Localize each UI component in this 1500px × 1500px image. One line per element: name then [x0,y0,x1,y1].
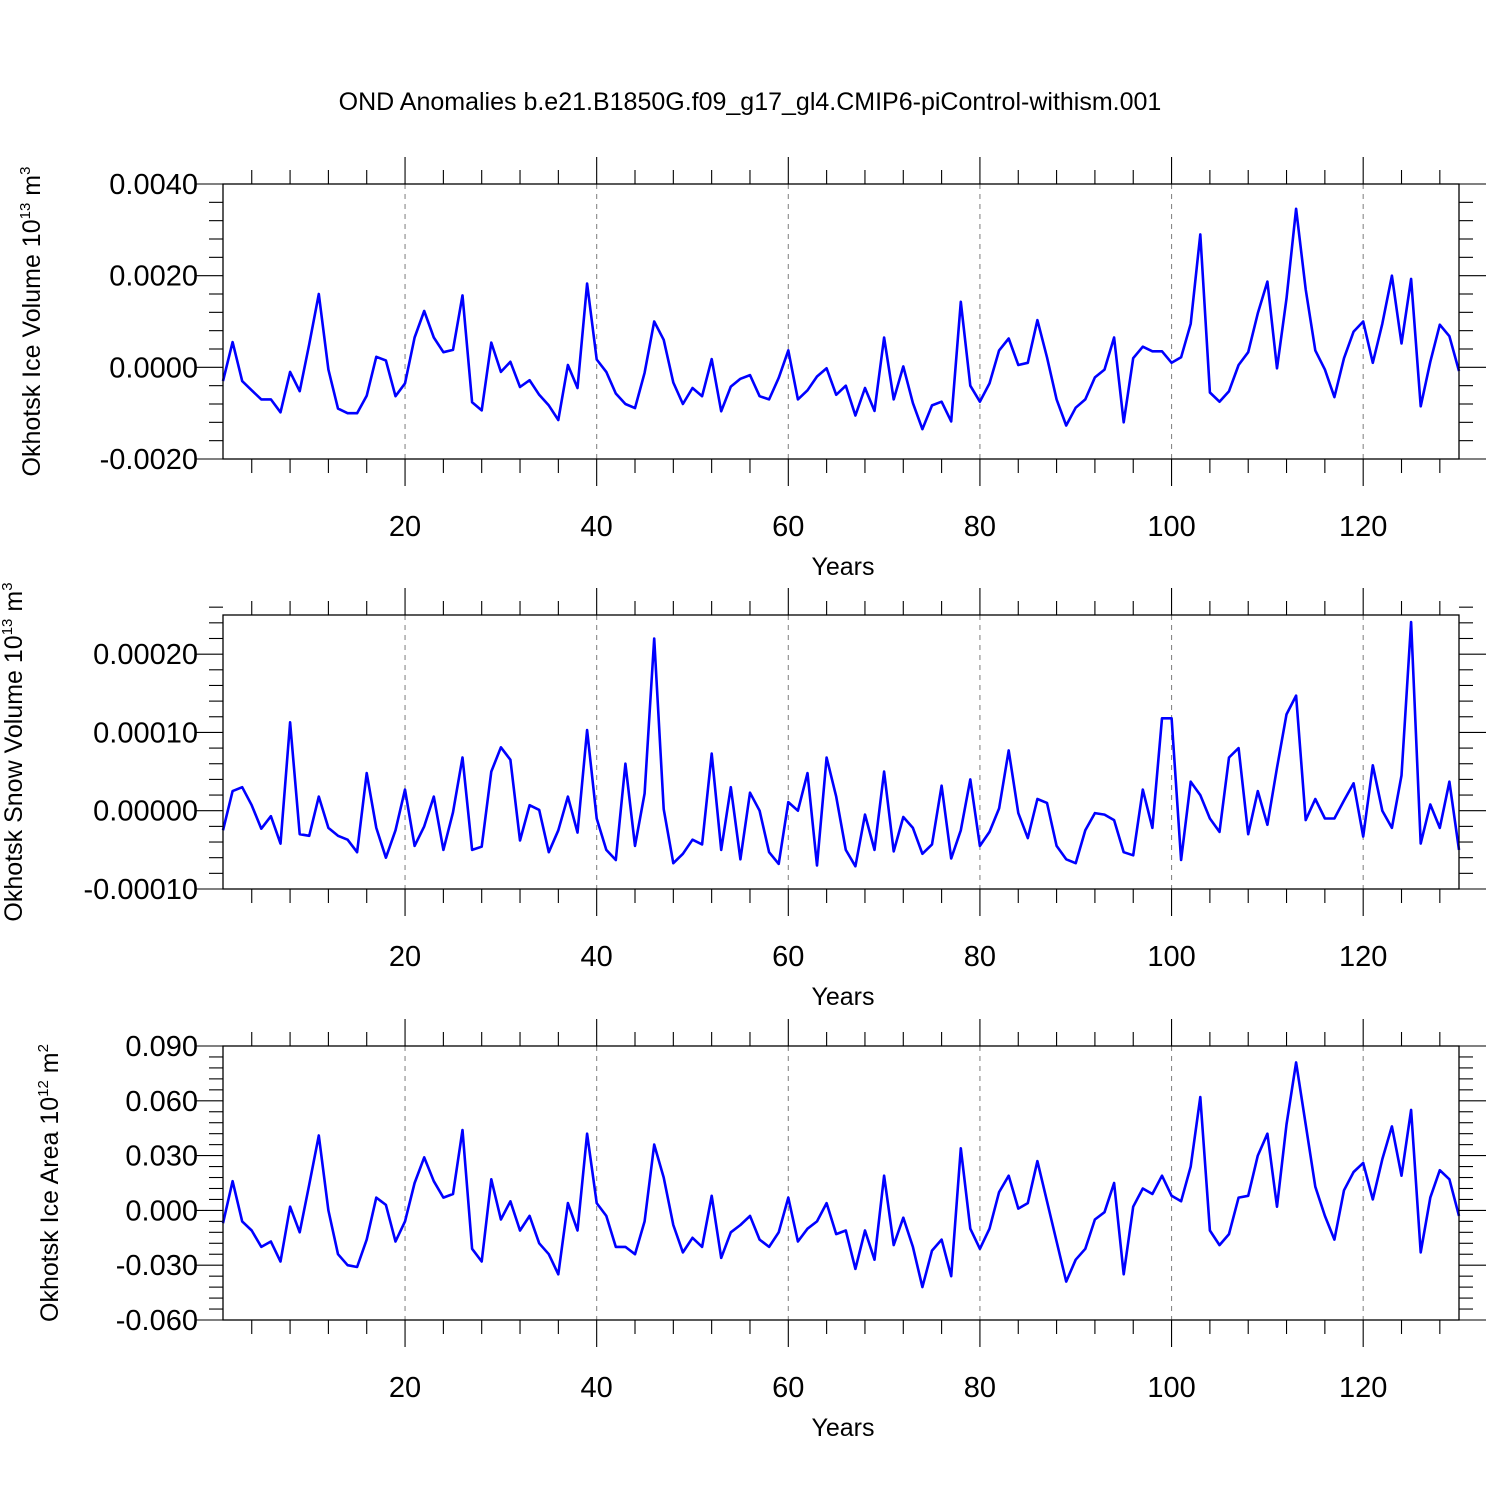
x-tick-label: 100 [1147,1372,1195,1404]
x-tick-label: 20 [389,511,421,543]
x-tick-label: 20 [389,1372,421,1404]
panel-3: 20 40 60 80 100 120 -0.060 -0.030 0.000 0.030 0.06… [35,1019,1486,1442]
x-tick-label: 40 [581,941,613,973]
x-tick-label: 60 [772,1372,804,1404]
panel-1: 20 40 60 80 100 120 -0.0020 0.0000 0.0020 0.0040 Y… [17,157,1486,581]
x-axis-title: Years [811,553,874,581]
y-tick-label: 0.090 [125,1031,198,1063]
x-tick-label: 60 [772,941,804,973]
y-axis-title-ylabel-unit-exp: 3 [0,582,16,590]
x-axis-title: Years [811,1414,874,1442]
y-axis-title-ylabel-unit: m [0,591,28,612]
x-tick-label: 20 [389,941,421,973]
y-tick-label: 0.00010 [93,717,198,749]
y-axis-title: Okhotsk Ice Volume 1013 m3 [17,167,46,477]
y-axis-title-ylabel-unit: m [18,175,46,196]
x-tick-label: 120 [1339,941,1387,973]
x-tick-label: 100 [1147,511,1195,543]
y-axis-title-ylabel-unit-exp: 3 [17,167,34,175]
y-axis-title: Okhotsk Snow Volume 1013 m3 [0,582,28,921]
y-tick-label: -0.060 [116,1305,198,1337]
y-tick-label: 0.000 [125,1195,198,1227]
y-tick-label: 0.0020 [109,261,198,293]
data-series-line [221,1061,1461,1289]
y-axis-title-ylabel-unit-exp: 2 [35,1044,52,1052]
x-axis-title: Years [811,983,874,1011]
plot-frame [222,614,1460,890]
y-axis-title-ylabel: Okhotsk Ice Volume 10 [18,219,46,476]
y-tick-label: 0.030 [125,1141,198,1173]
x-tick-label: 40 [581,511,613,543]
y-axis-title-ylabel: Okhotsk Snow Volume 10 [0,635,28,921]
y-axis-title-ylabel-exp: 12 [35,1080,52,1097]
y-tick-label: 0.060 [125,1086,198,1118]
y-axis-title: Okhotsk Ice Area 1012 m2 [35,1044,64,1322]
x-tick-label: 80 [964,511,996,543]
y-tick-label: 0.0040 [109,169,198,201]
y-axis-title-ylabel: Okhotsk Ice Area 10 [36,1097,64,1322]
panels-container: 20 40 60 80 100 120 -0.0020 0.0000 0.0020 0.0040 Y… [0,157,1486,1442]
y-tick-label: 0.00020 [93,639,198,671]
x-tick-label: 80 [964,1372,996,1404]
y-tick-label: -0.030 [116,1250,198,1282]
x-tick-label: 80 [964,941,996,973]
x-tick-label: 40 [581,1372,613,1404]
x-tick-label: 60 [772,511,804,543]
plot-frame [222,183,1460,460]
x-tick-label: 100 [1147,941,1195,973]
panel-2: 20 40 60 80 100 120 -0.00010 0.00000 0.00010 0.00… [0,582,1486,1011]
data-series-line [221,207,1461,431]
x-tick-label: 120 [1339,511,1387,543]
plot-frame [222,1045,1460,1321]
y-axis-title-ylabel-unit: m [36,1052,64,1073]
y-axis-title-ylabel-exp: 13 [17,203,34,220]
y-tick-label: -0.0020 [100,444,198,476]
y-tick-label: 0.00000 [93,796,198,828]
data-series-line [221,620,1461,868]
y-tick-label: 0.0000 [109,352,198,384]
y-axis-title-ylabel-exp: 13 [0,619,16,636]
y-tick-label: -0.00010 [84,874,199,906]
x-tick-label: 120 [1339,1372,1387,1404]
figure-title: OND Anomalies b.e21.B1850G.f09_g17_gl4.C… [339,88,1162,116]
